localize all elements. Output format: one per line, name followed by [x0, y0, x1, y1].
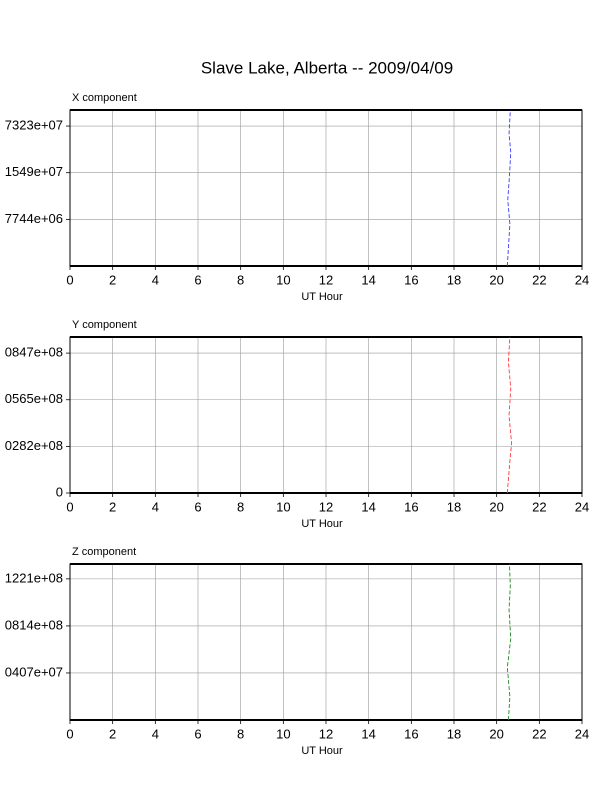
y-tick-label: 7744e+06 [5, 211, 63, 226]
x-tick-label: 12 [319, 726, 333, 741]
x-tick-label: 6 [194, 272, 201, 287]
x-tick-label: 22 [532, 499, 546, 514]
data-line [506, 563, 512, 721]
x-axis-label: UT Hour [301, 518, 343, 530]
y-tick-label: 1221e+08 [5, 570, 63, 585]
y-tick-label: 0407e+07 [5, 664, 63, 679]
x-tick-label: 14 [361, 499, 375, 514]
x-tick-label: 24 [575, 726, 589, 741]
x-tick-label: 4 [152, 499, 159, 514]
x-axis-label: UT Hour [301, 745, 343, 757]
panel-title: X component [72, 92, 137, 104]
y-tick-label: 0565e+08 [5, 391, 63, 406]
x-tick-label: 20 [489, 499, 503, 514]
x-tick-label: 20 [489, 272, 503, 287]
x-tick-label: 22 [532, 272, 546, 287]
x-tick-label: 0 [66, 499, 73, 514]
x-tick-label: 12 [319, 499, 333, 514]
x-tick-label: 2 [109, 499, 116, 514]
x-axis-label: UT Hour [301, 291, 343, 303]
x-tick-label: 4 [152, 272, 159, 287]
x-tick-label: 18 [447, 272, 461, 287]
y-tick-label: 1549e+07 [5, 164, 63, 179]
x-tick-label: 18 [447, 499, 461, 514]
data-line [506, 109, 512, 267]
x-tick-label: 4 [152, 726, 159, 741]
x-tick-label: 8 [237, 726, 244, 741]
x-tick-label: 16 [404, 272, 418, 287]
y-tick-label: 0282e+08 [5, 438, 63, 453]
panel-title: Y component [72, 319, 137, 331]
x-tick-label: 12 [319, 272, 333, 287]
x-tick-label: 24 [575, 272, 589, 287]
x-tick-label: 8 [237, 499, 244, 514]
x-tick-label: 2 [109, 272, 116, 287]
x-tick-label: 10 [276, 272, 290, 287]
x-tick-label: 0 [66, 726, 73, 741]
x-tick-label: 16 [404, 726, 418, 741]
y-tick-label: 7323e+07 [5, 117, 63, 132]
x-tick-label: 8 [237, 272, 244, 287]
x-tick-label: 10 [276, 499, 290, 514]
y-tick-label: 0847e+08 [5, 345, 63, 360]
x-tick-label: 10 [276, 726, 290, 741]
x-tick-label: 16 [404, 499, 418, 514]
x-tick-label: 20 [489, 726, 503, 741]
x-tick-label: 2 [109, 726, 116, 741]
data-line [506, 336, 513, 494]
x-tick-label: 6 [194, 726, 201, 741]
y-tick-label: 0 [56, 484, 63, 499]
x-tick-label: 14 [361, 272, 375, 287]
x-tick-label: 6 [194, 499, 201, 514]
page-title: Slave Lake, Alberta -- 2009/04/09 [201, 58, 453, 77]
x-tick-label: 22 [532, 726, 546, 741]
x-tick-label: 24 [575, 499, 589, 514]
panel-title: Z component [72, 546, 136, 558]
x-tick-label: 18 [447, 726, 461, 741]
x-tick-label: 0 [66, 272, 73, 287]
x-tick-label: 14 [361, 726, 375, 741]
y-tick-label: 0814e+08 [5, 617, 63, 632]
